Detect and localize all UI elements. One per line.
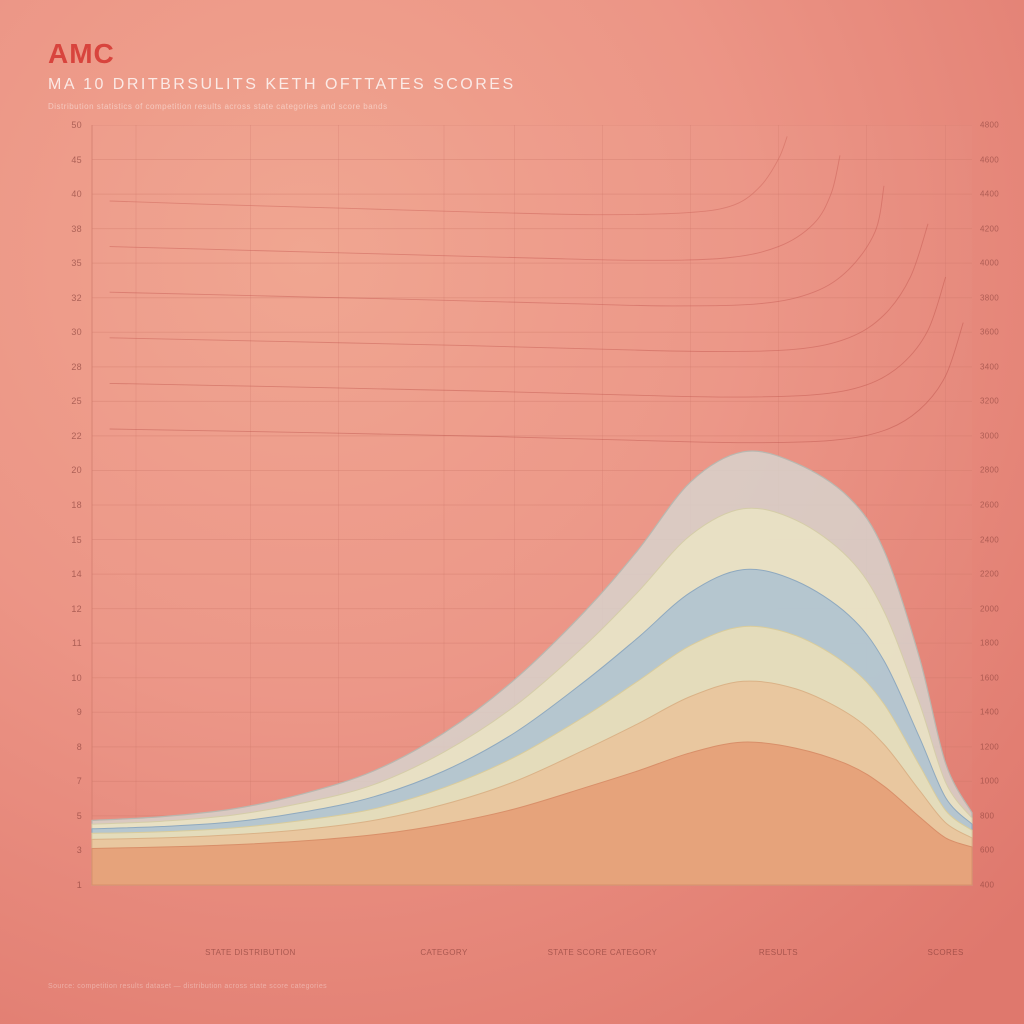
y-tick-right: 4200 xyxy=(980,224,1020,233)
chart-title: AMC xyxy=(48,38,976,70)
y-tick-left: 35 xyxy=(44,258,82,268)
y-tick-left: 32 xyxy=(44,293,82,303)
y-tick-left: 1 xyxy=(44,880,82,890)
y-tick-right: 4800 xyxy=(980,121,1020,130)
y-tick-right: 2800 xyxy=(980,466,1020,475)
y-tick-left: 28 xyxy=(44,362,82,372)
y-tick-left: 40 xyxy=(44,189,82,199)
y-tick-left: 50 xyxy=(44,120,82,130)
y-tick-right: 3400 xyxy=(980,362,1020,371)
y-tick-right: 600 xyxy=(980,846,1020,855)
y-tick-left: 25 xyxy=(44,396,82,406)
x-tick-label: STATE DISTRIBUTION xyxy=(205,948,295,957)
y-tick-left: 12 xyxy=(44,604,82,614)
y-tick-left: 38 xyxy=(44,224,82,234)
y-tick-left: 14 xyxy=(44,569,82,579)
chart-caption: Distribution statistics of competition r… xyxy=(48,102,976,111)
y-tick-left: 9 xyxy=(44,707,82,717)
chart-area: 5045403835323028252220181514121110987531… xyxy=(48,125,976,935)
y-tick-left: 3 xyxy=(44,845,82,855)
x-tick-label: RESULTS xyxy=(759,948,798,957)
y-tick-left: 15 xyxy=(44,535,82,545)
y-tick-right: 2600 xyxy=(980,501,1020,510)
y-tick-right: 400 xyxy=(980,881,1020,890)
y-tick-left: 45 xyxy=(44,155,82,165)
y-tick-right: 2000 xyxy=(980,604,1020,613)
y-tick-right: 2400 xyxy=(980,535,1020,544)
y-tick-right: 4600 xyxy=(980,155,1020,164)
y-tick-left: 10 xyxy=(44,673,82,683)
y-tick-right: 2200 xyxy=(980,570,1020,579)
x-tick-label: SCORES xyxy=(928,948,964,957)
y-tick-right: 1400 xyxy=(980,708,1020,717)
y-tick-right: 1000 xyxy=(980,777,1020,786)
y-tick-left: 30 xyxy=(44,327,82,337)
y-tick-right: 3000 xyxy=(980,431,1020,440)
y-tick-right: 1800 xyxy=(980,639,1020,648)
y-tick-left: 20 xyxy=(44,465,82,475)
y-tick-left: 5 xyxy=(44,811,82,821)
y-tick-right: 4400 xyxy=(980,190,1020,199)
y-tick-left: 11 xyxy=(44,638,82,648)
y-tick-right: 3200 xyxy=(980,397,1020,406)
y-tick-right: 3600 xyxy=(980,328,1020,337)
y-tick-left: 7 xyxy=(44,776,82,786)
x-tick-label: CATEGORY xyxy=(420,948,467,957)
y-tick-left: 8 xyxy=(44,742,82,752)
y-tick-right: 1200 xyxy=(980,742,1020,751)
y-tick-right: 3800 xyxy=(980,293,1020,302)
y-tick-right: 4000 xyxy=(980,259,1020,268)
y-tick-right: 800 xyxy=(980,811,1020,820)
y-tick-left: 18 xyxy=(44,500,82,510)
chart-subtitle: MA 10 DRITBRSULITS KETH OFTTATES SCORES xyxy=(48,76,976,94)
x-tick-label: STATE SCORE CATEGORY xyxy=(548,948,658,957)
y-tick-right: 1600 xyxy=(980,673,1020,682)
stacked-area-chart xyxy=(48,125,976,889)
y-tick-left: 22 xyxy=(44,431,82,441)
